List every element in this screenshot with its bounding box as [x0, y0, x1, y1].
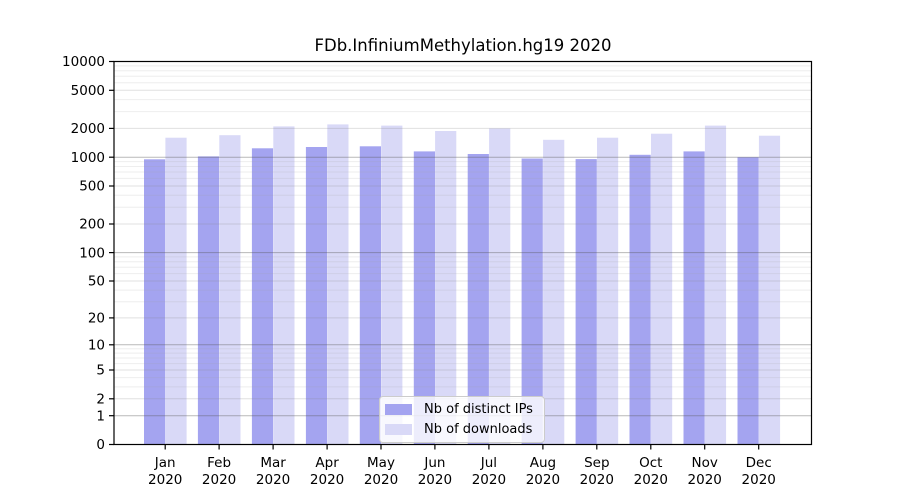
y-tick-label: 50 — [88, 274, 105, 290]
chart-title: FDb.InfiniumMethylation.hg19 2020 — [314, 36, 612, 55]
y-tick-label: 2 — [96, 392, 105, 408]
x-tick-label-year: 2020 — [310, 472, 344, 488]
x-tick-label-month: Mar — [260, 455, 286, 471]
bar-sep-distinct-ips — [575, 159, 597, 444]
bar-aug-distinct-ips — [521, 158, 543, 444]
bar-nov-distinct-ips — [683, 151, 705, 444]
bar-mar-distinct-ips — [251, 148, 274, 445]
bars-layer — [144, 124, 781, 445]
x-tick-label-month: Nov — [692, 455, 718, 471]
y-tick-label: 10 — [88, 338, 105, 354]
y-tick-label: 2000 — [71, 121, 105, 137]
x-tick-label-year: 2020 — [742, 472, 776, 488]
x-tick-label-month: Jun — [423, 455, 445, 471]
x-tick-label-month: Oct — [639, 455, 662, 471]
bar-apr-distinct-ips — [305, 147, 328, 444]
x-tick-label-month: Apr — [315, 455, 339, 471]
x-tick-label-year: 2020 — [634, 472, 668, 488]
bar-aug-downloads — [543, 139, 565, 445]
y-tick-label: 1000 — [71, 150, 105, 166]
y-tick-label: 10000 — [62, 54, 105, 70]
x-tick-label-month: Dec — [746, 455, 772, 471]
bar-may-distinct-ips — [359, 146, 381, 445]
x-tick-label-year: 2020 — [472, 472, 506, 488]
grid-layer — [114, 65, 811, 417]
legend: Nb of distinct IPs Nb of downloads — [379, 396, 545, 443]
x-tick-label-month: Aug — [530, 455, 556, 471]
legend-label-downloads: Nb of downloads — [424, 422, 533, 437]
legend-swatch-downloads — [385, 424, 412, 435]
bar-may-downloads — [381, 125, 403, 444]
x-tick-label-year: 2020 — [256, 472, 290, 488]
bar-nov-downloads — [704, 125, 727, 444]
y-tick-label: 5000 — [71, 83, 105, 99]
legend-row-downloads: Nb of downloads — [385, 422, 538, 437]
x-tick-label-month: Jul — [480, 455, 497, 471]
x-tick-label-year: 2020 — [148, 472, 182, 488]
y-tick-label: 5 — [96, 363, 105, 379]
bar-jan-distinct-ips — [144, 159, 166, 445]
bar-dec-distinct-ips — [737, 157, 759, 444]
bar-jul-distinct-ips — [467, 154, 489, 444]
x-tick-label-year: 2020 — [202, 472, 236, 488]
bar-dec-downloads — [758, 135, 781, 444]
x-tick-label-month: Jan — [154, 455, 176, 471]
y-tick-label: 0 — [96, 437, 105, 453]
bar-mar-downloads — [273, 126, 295, 445]
x-tick-label-year: 2020 — [364, 472, 398, 488]
y-tick-label: 1 — [96, 408, 105, 424]
bar-feb-distinct-ips — [197, 156, 220, 444]
bar-sep-downloads — [597, 137, 619, 444]
y-tick-label: 500 — [79, 179, 105, 195]
bar-oct-distinct-ips — [629, 154, 651, 445]
y-tick-label: 200 — [79, 217, 105, 233]
x-tick-label-year: 2020 — [418, 472, 452, 488]
axis-layer: 012510205010020050010002000500010000Jan2… — [62, 54, 813, 488]
legend-row-distinct-ips: Nb of distinct IPs — [385, 402, 538, 417]
x-tick-label-month: Feb — [207, 455, 231, 471]
bar-feb-downloads — [219, 135, 241, 444]
x-tick-label-year: 2020 — [580, 472, 614, 488]
bar-oct-downloads — [651, 133, 673, 444]
bar-jul-downloads — [489, 128, 511, 444]
x-tick-label-year: 2020 — [688, 472, 722, 488]
y-tick-label: 100 — [79, 245, 105, 261]
bar-apr-downloads — [327, 124, 349, 445]
bar-jan-downloads — [165, 137, 187, 444]
bar-jun-downloads — [435, 131, 457, 444]
legend-swatch-distinct-ips — [385, 404, 412, 415]
bar-jun-distinct-ips — [413, 151, 435, 444]
legend-label-distinct-ips: Nb of distinct IPs — [424, 402, 533, 417]
x-tick-label-year: 2020 — [526, 472, 560, 488]
x-tick-label-month: Sep — [584, 455, 609, 471]
x-tick-label-month: May — [367, 455, 395, 471]
y-tick-label: 20 — [88, 311, 105, 327]
